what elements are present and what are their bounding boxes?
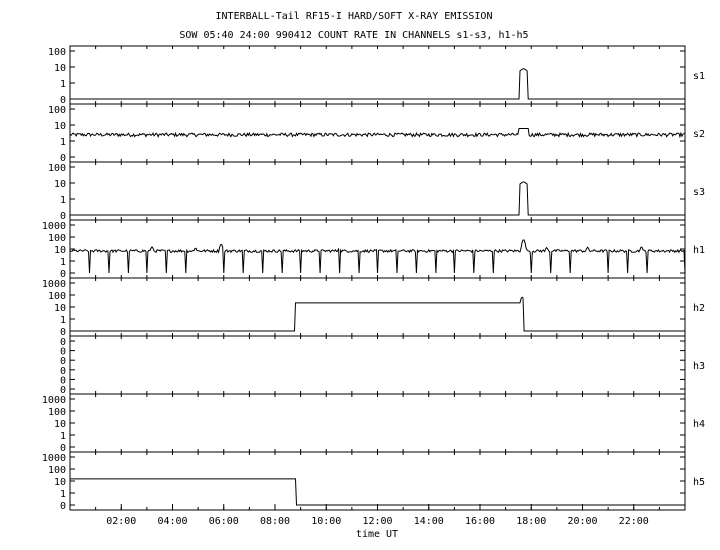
y-tick-label-h1: 10 [54,245,66,256]
series-line-s2 [69,128,686,139]
y-tick-label-h5: 10 [54,477,66,488]
y-tick-label-s1: 0 [60,95,66,106]
panel-frame-s1 [69,45,686,105]
y-tick-label-h2: 1000 [42,279,66,290]
y-tick-label-h3: 0 [60,375,66,386]
x-tick-label: 16:00 [465,516,495,527]
x-tick-label: 14:00 [414,516,444,527]
panel-frame-s3 [69,161,686,221]
y-tick-label-h2: 1 [60,315,66,326]
x-tick-label: 22:00 [619,516,649,527]
y-tick-label-h4: 1 [60,431,66,442]
x-tick-label: 04:00 [157,516,187,527]
x-tick-label: 10:00 [311,516,341,527]
y-tick-label-h1: 1 [60,257,66,268]
x-tick-label: 08:00 [260,516,290,527]
x-axis-label: time UT [356,529,398,540]
channel-label-s3: s3 [693,187,705,198]
chart-title: INTERBALL-Tail RF15-I HARD/SOFT X-RAY EM… [216,11,493,22]
y-tick-label-s3: 0 [60,211,66,222]
channel-label-s1: s1 [693,71,705,82]
panel-frame-h2 [69,277,686,337]
y-tick-label-h5: 0 [60,501,66,512]
y-tick-label-s2: 10 [54,121,66,132]
panel-frame-h5 [69,451,686,511]
x-tick-label: 12:00 [362,516,392,527]
y-tick-label-s2: 1 [60,137,66,148]
y-tick-label-h3: 0 [60,337,66,348]
y-tick-label-h3: 0 [60,385,66,396]
x-tick-label: 06:00 [209,516,239,527]
y-tick-label-h2: 0 [60,327,66,338]
channel-label-h1: h1 [693,245,705,256]
y-tick-label-s1: 1 [60,79,66,90]
y-tick-label-s3: 10 [54,179,66,190]
x-tick-label: 20:00 [567,516,597,527]
channel-label-h4: h4 [693,419,705,430]
y-tick-label-h5: 100 [48,465,66,476]
y-tick-label-h4: 1000 [42,395,66,406]
y-tick-label-s1: 10 [54,63,66,74]
channel-label-h3: h3 [693,361,705,372]
y-tick-label-h1: 0 [60,269,66,280]
y-tick-label-s1: 100 [48,47,66,58]
x-axis: 02:00 04:00 06:00 08:00 10:00 12:00 14:00 16:00… [106,504,649,527]
y-tick-label-h1: 1000 [42,221,66,232]
y-tick-label-h3: 0 [60,347,66,358]
panel-frame-h3 [69,335,686,395]
x-tick-label: 02:00 [106,516,136,527]
y-tick-label-h4: 10 [54,419,66,430]
y-tick-label-h5: 1 [60,489,66,500]
y-tick-label-s3: 1 [60,195,66,206]
y-tick-label-h4: 0 [60,443,66,454]
y-tick-label-s3: 100 [48,163,66,174]
y-tick-label-s2: 100 [48,105,66,116]
y-tick-label-h3: 0 [60,366,66,377]
y-tick-label-h1: 100 [48,233,66,244]
channel-label-h5: h5 [693,477,705,488]
y-tick-label-h2: 10 [54,303,66,314]
panel-frame-h4 [69,393,686,453]
x-tick-label: 18:00 [516,516,546,527]
panels-group: 1001010s11001010s21001010s310001001010h1… [42,45,705,512]
chart-subtitle: SOW 05:40 24:00 990412 COUNT RATE IN CHA… [179,30,528,41]
series-line-h1 [69,239,686,274]
channel-label-s2: s2 [693,129,705,140]
y-tick-label-h4: 100 [48,407,66,418]
y-tick-label-h5: 1000 [42,453,66,464]
series-line-h2 [70,296,685,332]
y-tick-label-s2: 0 [60,153,66,164]
y-tick-label-h3: 0 [60,356,66,367]
y-tick-label-h2: 100 [48,291,66,302]
series-line-s3 [70,181,685,216]
series-line-s1 [70,68,685,100]
series-line-h5 [70,478,685,506]
channel-label-h2: h2 [693,303,705,314]
